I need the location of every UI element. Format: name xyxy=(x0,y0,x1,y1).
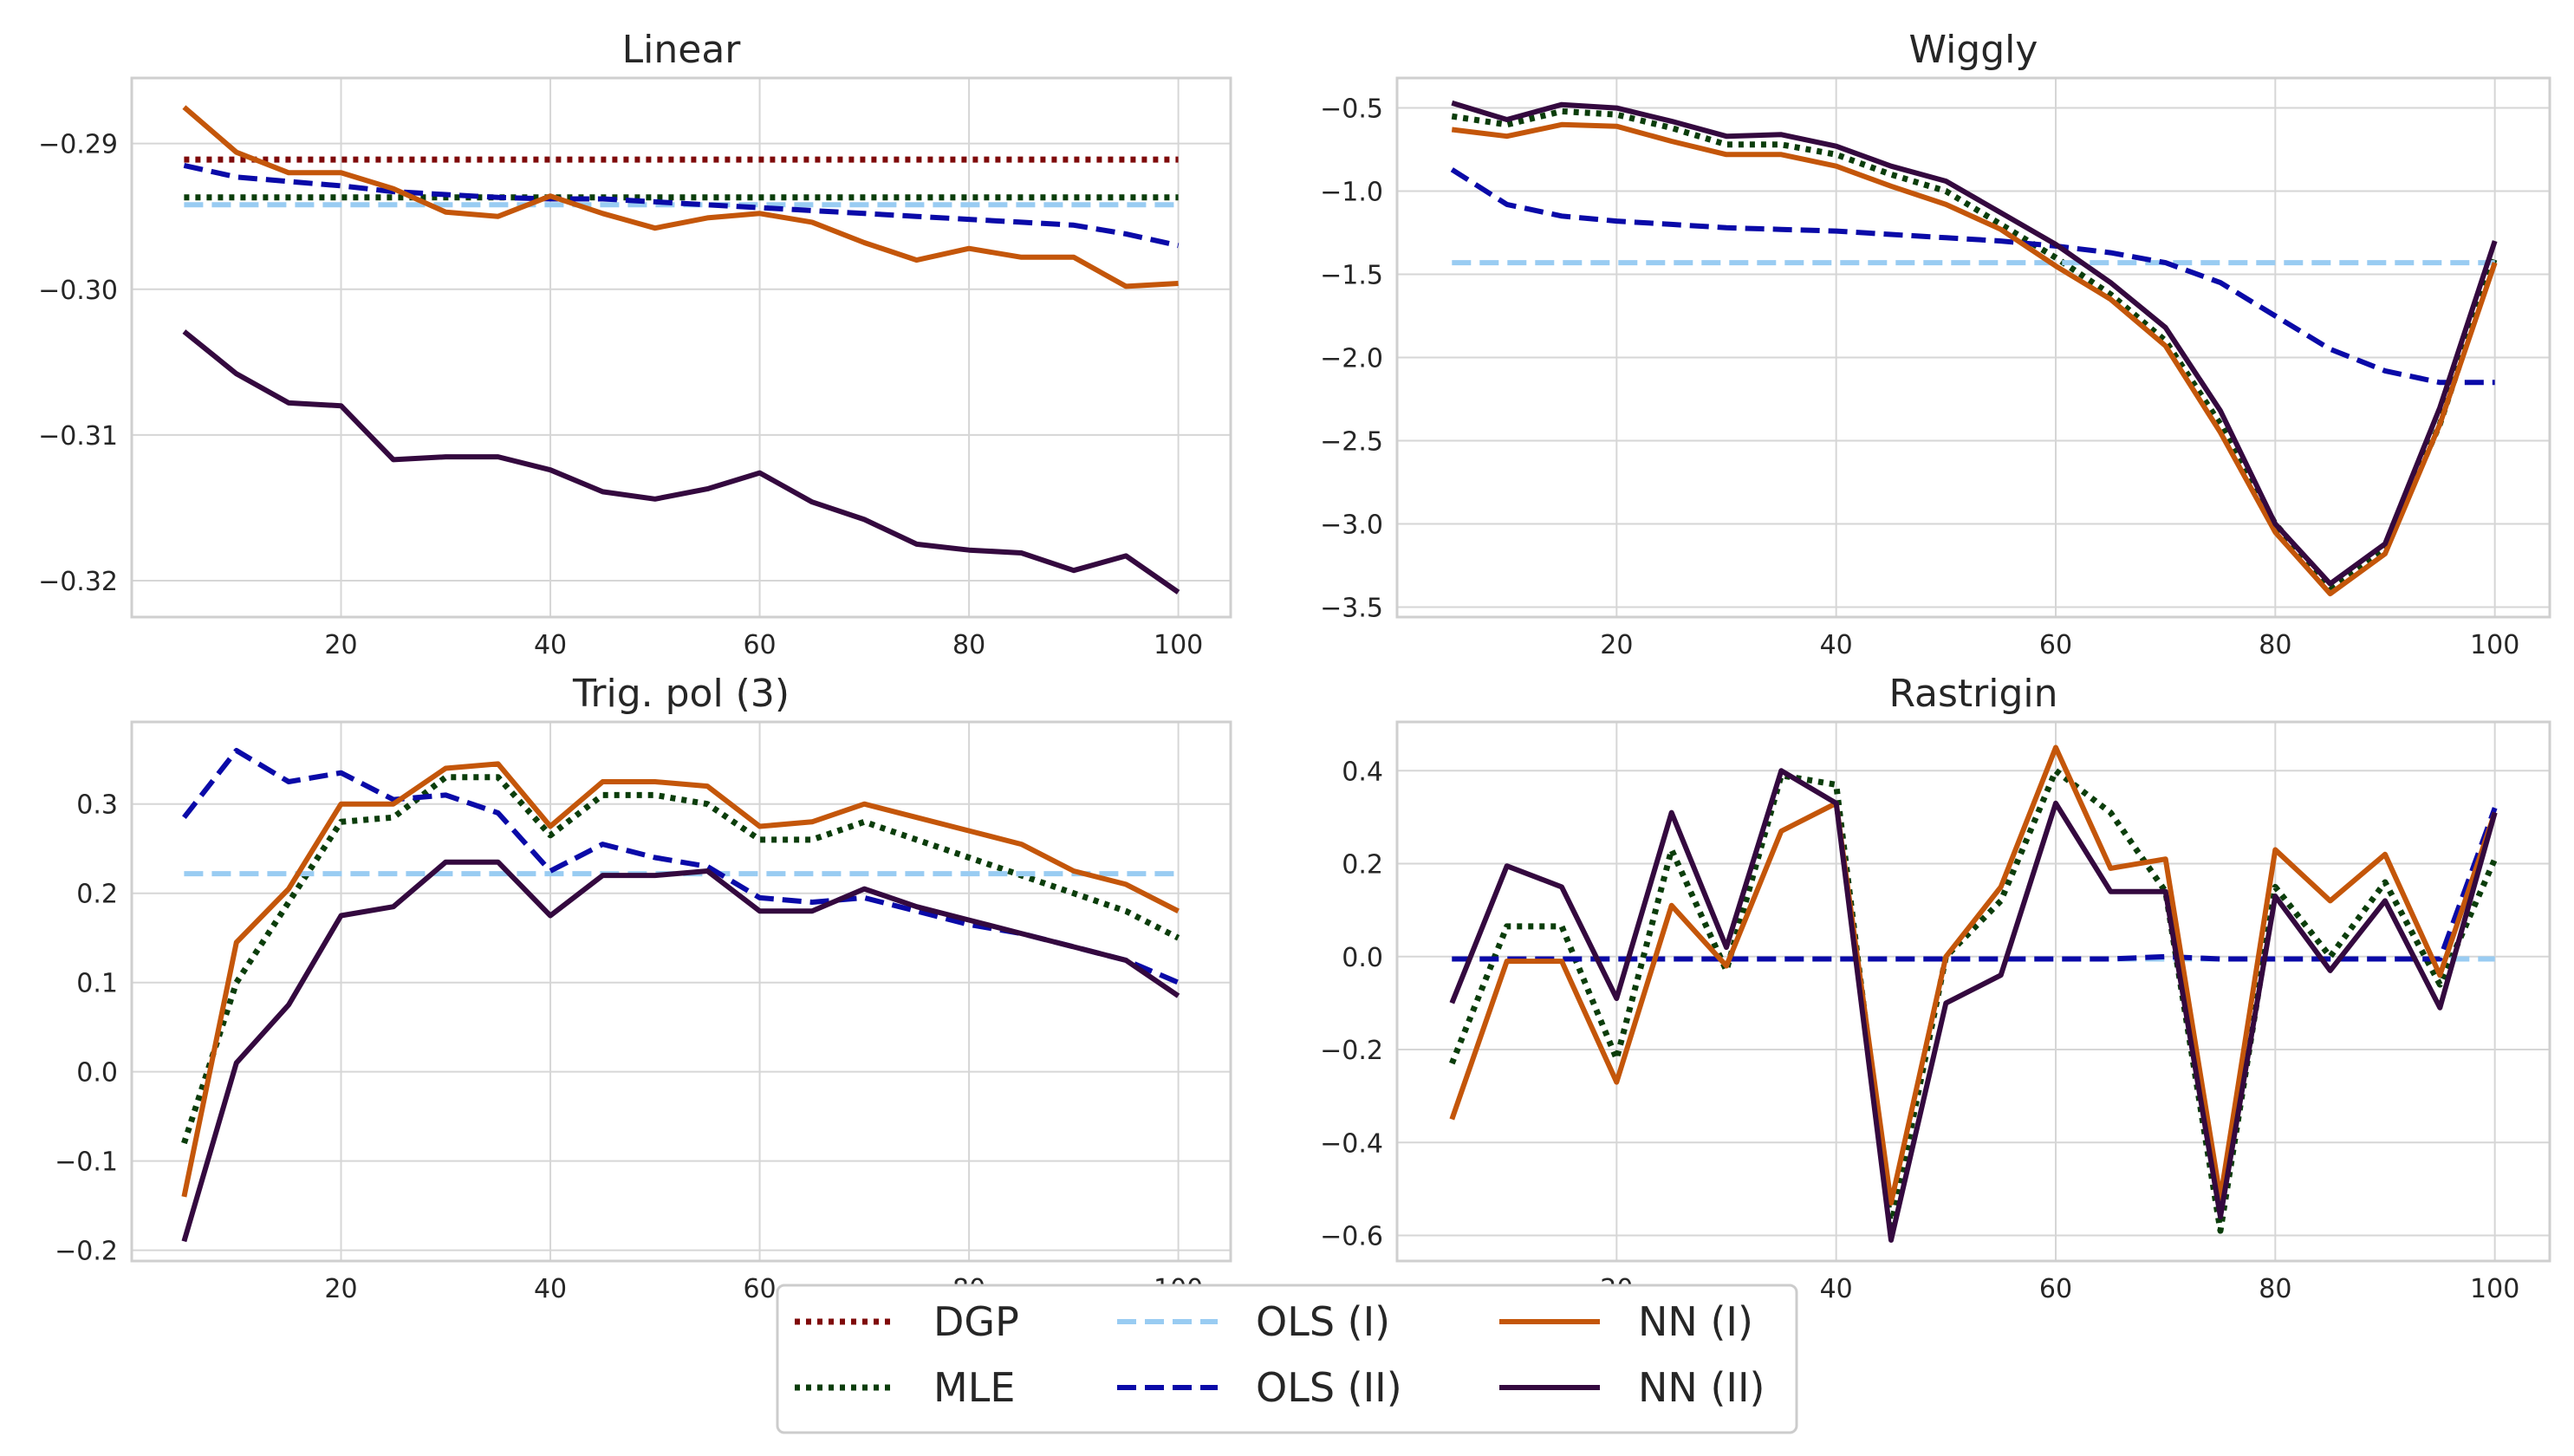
x-tick-label: 80 xyxy=(952,630,985,660)
y-tick-label: −1.5 xyxy=(1320,261,1383,291)
axes-frame xyxy=(1395,76,2551,619)
y-tick-label: −3.5 xyxy=(1320,593,1383,623)
series-line-mle xyxy=(181,774,1180,1145)
legend-label: DGP xyxy=(933,1298,1019,1345)
x-tick-label: 100 xyxy=(2470,1274,2519,1304)
legend-item-ols-ii: OLS (II) xyxy=(1117,1364,1402,1411)
panel-title: Trig. pol (3) xyxy=(572,672,790,716)
y-tick-label: −0.31 xyxy=(38,421,118,452)
plot-area xyxy=(132,722,1231,1261)
y-tick-label: −0.2 xyxy=(1320,1036,1383,1066)
x-tick-label: 100 xyxy=(2470,630,2519,660)
x-tick-label: 60 xyxy=(743,1274,776,1304)
panel-wiggly: 20 40 60 80 100 −3.5 −3.0 −2.5 −2.0 −1.5 −1.0 −0.5 W… xyxy=(1320,28,2551,660)
x-tick-label: 60 xyxy=(743,630,776,660)
y-tick-label: 0.4 xyxy=(1342,757,1383,787)
series-line-nn-ii xyxy=(181,859,1180,1243)
legend: DGP MLE OLS (I) OLS (II) NN (I) NN (II) xyxy=(776,1284,1798,1434)
x-tick-label: 80 xyxy=(2259,1274,2291,1304)
x-tick-label: 40 xyxy=(534,1274,567,1304)
legend-item-dgp: DGP xyxy=(795,1298,1019,1345)
series-line-nn-i xyxy=(181,761,1180,1198)
series-line-nn-i xyxy=(182,105,1179,289)
series-line-nn-ii xyxy=(1451,100,2498,587)
series-line-nn-i xyxy=(1449,744,2498,1206)
legend-label: OLS (II) xyxy=(1256,1364,1402,1411)
series-line-nn-i xyxy=(1451,121,2498,597)
series-line-nn-ii xyxy=(1449,768,2498,1243)
y-tick-label: −1.0 xyxy=(1320,178,1383,208)
x-tick-label: 40 xyxy=(1820,630,1853,660)
axes-frame xyxy=(130,720,1232,1263)
legend-label: NN (II) xyxy=(1638,1364,1765,1411)
y-tick-label: 0.2 xyxy=(76,880,118,910)
series-line-nn-ii xyxy=(182,329,1180,595)
panel-title: Wiggly xyxy=(1909,28,2038,72)
x-tick-label: 20 xyxy=(324,630,357,660)
panel-title: Linear xyxy=(622,28,742,72)
legend-item-mle: MLE xyxy=(795,1364,1015,1411)
y-tick-label: −0.6 xyxy=(1320,1222,1383,1252)
x-tick-label: 60 xyxy=(2039,1274,2072,1304)
panel-linear: 20 40 60 80 100 −0.32 −0.31 −0.30 −0.29 Linear xyxy=(38,28,1232,660)
x-tick-label: 60 xyxy=(2039,630,2072,660)
legend-item-ols-i: OLS (I) xyxy=(1117,1298,1390,1345)
axes-frame xyxy=(130,76,1232,619)
y-tick-label: −2.0 xyxy=(1320,344,1383,374)
y-tick-label: 0.0 xyxy=(76,1058,118,1089)
y-tick-label: 0.0 xyxy=(1342,943,1383,973)
y-tick-label: −0.32 xyxy=(38,567,118,597)
y-tick-label: 0.1 xyxy=(76,969,118,999)
y-tick-label: 0.3 xyxy=(76,790,118,821)
y-tick-label: −3.0 xyxy=(1320,510,1383,540)
axes-frame xyxy=(1395,720,2551,1263)
x-tick-label: 20 xyxy=(1600,630,1633,660)
y-tick-label: −0.5 xyxy=(1320,94,1383,125)
legend-item-nn-ii: NN (II) xyxy=(1499,1364,1765,1411)
panels: 20 40 60 80 100 −0.32 −0.31 −0.30 −0.29 Linear 20 4… xyxy=(38,28,2551,1304)
y-tick-label: −0.2 xyxy=(55,1237,118,1267)
legend-item-nn-i: NN (I) xyxy=(1499,1298,1753,1345)
y-tick-label: −0.29 xyxy=(38,130,118,160)
plot-area xyxy=(132,78,1231,617)
legend-label: MLE xyxy=(933,1364,1015,1411)
y-tick-label: −0.1 xyxy=(55,1147,118,1178)
y-tick-label: −0.4 xyxy=(1320,1128,1383,1159)
panel-rastrigin: 20406080100−0.6−0.4−0.20.00.20.4Rastrigi… xyxy=(1320,672,2551,1304)
plot-area xyxy=(1397,78,2550,617)
series-line-ols-ii xyxy=(1450,167,2495,386)
panel-title: Rastrigin xyxy=(1888,672,2057,716)
y-tick-label: −2.5 xyxy=(1320,427,1383,458)
x-tick-label: 80 xyxy=(2259,630,2291,660)
series-line-ols-ii xyxy=(183,162,1180,249)
x-tick-label: 40 xyxy=(1820,1274,1853,1304)
legend-label: NN (I) xyxy=(1638,1298,1753,1345)
x-tick-label: 40 xyxy=(534,630,567,660)
y-tick-label: −0.30 xyxy=(38,276,118,306)
y-tick-label: 0.2 xyxy=(1342,850,1383,881)
x-tick-label: 20 xyxy=(324,1274,357,1304)
legend-label: OLS (I) xyxy=(1256,1298,1390,1345)
x-tick-label: 100 xyxy=(1154,630,1203,660)
